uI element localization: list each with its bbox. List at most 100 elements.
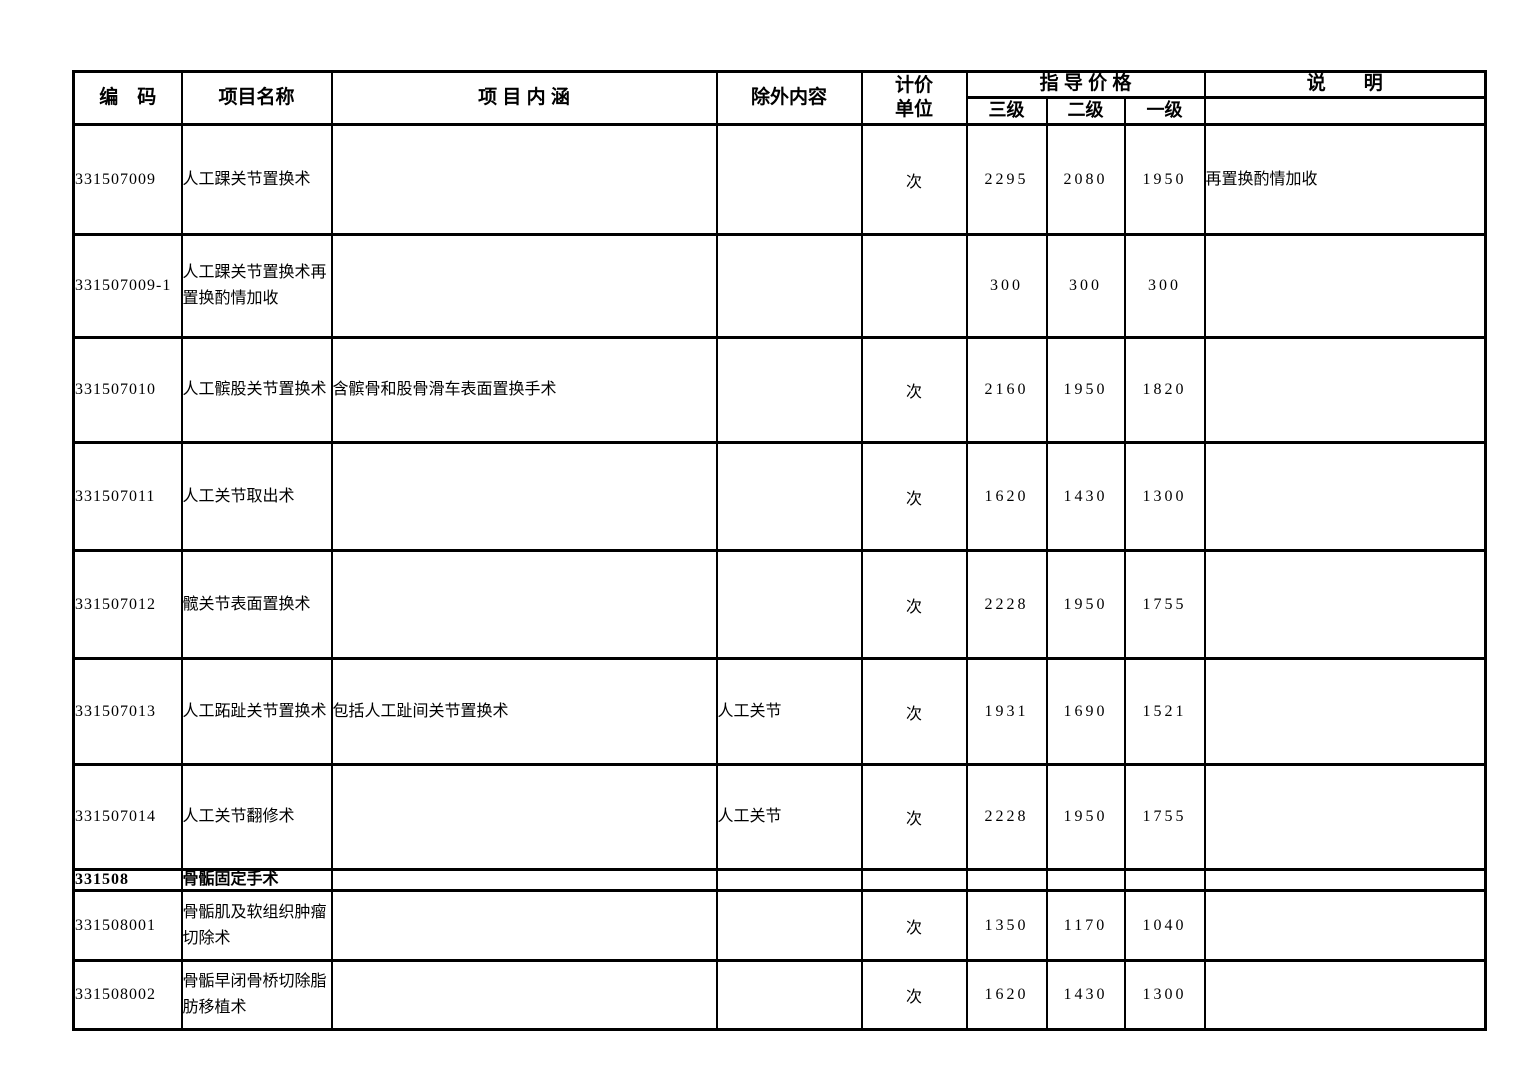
cell-project-name: 人工髌股关节置换术 — [180, 336, 333, 444]
cell-price-tier1 — [1123, 868, 1206, 892]
col-header-guide-price: 指 导 价 格 — [965, 70, 1206, 99]
cell-content — [330, 549, 718, 660]
cell-price-tier1: 1300 — [1123, 441, 1206, 552]
cell-excluded — [715, 959, 863, 1031]
cell-price-tier2: 1430 — [1045, 441, 1126, 552]
cell-project-name: 人工关节取出术 — [180, 441, 333, 552]
col-header-content: 项 目 内 涵 — [330, 70, 718, 126]
cell-project-name: 骨骺肌及软组织肿瘤切除术 — [180, 889, 333, 962]
cell-note — [1203, 233, 1487, 339]
cell-note: 再置换酌情加收 — [1203, 123, 1487, 236]
cell-content: 含髌骨和股骨滑车表面置换手术 — [330, 336, 718, 444]
cell-price-tier2: 1170 — [1045, 889, 1126, 962]
cell-unit — [860, 868, 968, 892]
cell-project-name: 人工跖趾关节置换术 — [180, 657, 333, 766]
cell-price-tier2 — [1045, 868, 1126, 892]
cell-price-tier2: 300 — [1045, 233, 1126, 339]
cell-price-tier2: 1950 — [1045, 549, 1126, 660]
cell-price-tier2: 1950 — [1045, 336, 1126, 444]
cell-price-tier2: 1950 — [1045, 763, 1126, 871]
cell-price-tier3: 2295 — [965, 123, 1048, 236]
cell-unit: 次 — [860, 336, 968, 444]
cell-price-tier3: 300 — [965, 233, 1048, 339]
cell-content: 包括人工趾间关节置换术 — [330, 657, 718, 766]
cell-content — [330, 123, 718, 236]
cell-code: 331507014 — [72, 763, 183, 871]
cell-price-tier3: 2228 — [965, 763, 1048, 871]
cell-content — [330, 763, 718, 871]
table-body: 331507009 人工踝关节置换术 次 2295 2080 1950 再置换酌… — [72, 123, 1487, 1031]
cell-excluded: 人工关节 — [715, 657, 863, 766]
cell-project-name: 骨骺固定手术 — [180, 868, 333, 892]
cell-unit — [860, 233, 968, 339]
col-header-excluded: 除外内容 — [715, 70, 863, 126]
cell-code: 331507012 — [72, 549, 183, 660]
cell-price-tier3: 1350 — [965, 889, 1048, 962]
cell-excluded — [715, 868, 863, 892]
cell-price-tier3: 1620 — [965, 959, 1048, 1031]
cell-excluded — [715, 441, 863, 552]
table-row: 331507009-1 人工踝关节置换术再置换酌情加收 300 300 300 — [72, 233, 1487, 339]
cell-code: 331507013 — [72, 657, 183, 766]
cell-unit: 次 — [860, 763, 968, 871]
cell-note — [1203, 763, 1487, 871]
cell-code: 331507011 — [72, 441, 183, 552]
cell-content — [330, 868, 718, 892]
cell-excluded — [715, 233, 863, 339]
table-row: 331507012 髋关节表面置换术 次 2228 1950 1755 — [72, 549, 1487, 660]
col-header-tier1: 一级 — [1123, 96, 1206, 126]
cell-content — [330, 233, 718, 339]
cell-unit: 次 — [860, 657, 968, 766]
cell-unit: 次 — [860, 889, 968, 962]
table-row: 331507014 人工关节翻修术 人工关节 次 2228 1950 1755 — [72, 763, 1487, 871]
cell-note — [1203, 868, 1487, 892]
table-header: 编 码 项目名称 项 目 内 涵 除外内容 计价 单位 指 导 价 格 说 明 … — [72, 70, 1487, 126]
col-header-note-sub — [1203, 96, 1487, 126]
table-row: 331507011 人工关节取出术 次 1620 1430 1300 — [72, 441, 1487, 552]
cell-code: 331507010 — [72, 336, 183, 444]
cell-code: 331508002 — [72, 959, 183, 1031]
cell-price-tier3: 1931 — [965, 657, 1048, 766]
cell-project-name: 骨骺早闭骨桥切除脂肪移植术 — [180, 959, 333, 1031]
cell-project-name: 人工关节翻修术 — [180, 763, 333, 871]
cell-code: 331508 — [72, 868, 183, 892]
cell-price-tier3: 2160 — [965, 336, 1048, 444]
cell-unit: 次 — [860, 959, 968, 1031]
cell-unit: 次 — [860, 123, 968, 236]
cell-price-tier1: 1950 — [1123, 123, 1206, 236]
cell-unit: 次 — [860, 441, 968, 552]
table-row: 331507013 人工跖趾关节置换术 包括人工趾间关节置换术 人工关节 次 1… — [72, 657, 1487, 766]
table-row: 331507010 人工髌股关节置换术 含髌骨和股骨滑车表面置换手术 次 216… — [72, 336, 1487, 444]
cell-note — [1203, 336, 1487, 444]
cell-price-tier3: 1620 — [965, 441, 1048, 552]
cell-code: 331507009-1 — [72, 233, 183, 339]
cell-excluded — [715, 549, 863, 660]
cell-note — [1203, 441, 1487, 552]
cell-note — [1203, 549, 1487, 660]
cell-unit: 次 — [860, 549, 968, 660]
header-row-2: 三级 二级 一级 — [74, 96, 1487, 126]
cell-excluded — [715, 336, 863, 444]
table-row: 331508002 骨骺早闭骨桥切除脂肪移植术 次 1620 1430 1300 — [72, 959, 1487, 1031]
cell-price-tier1: 300 — [1123, 233, 1206, 339]
col-header-tier2: 二级 — [1045, 96, 1126, 126]
cell-price-tier1: 1300 — [1123, 959, 1206, 1031]
col-header-code: 编 码 — [72, 70, 183, 126]
cell-note — [1203, 657, 1487, 766]
cell-excluded — [715, 889, 863, 962]
cell-price-tier3: 2228 — [965, 549, 1048, 660]
cell-content — [330, 959, 718, 1031]
col-header-unit: 计价 单位 — [860, 70, 968, 126]
cell-content — [330, 889, 718, 962]
cell-price-tier1: 1820 — [1123, 336, 1206, 444]
cell-note — [1203, 959, 1487, 1031]
cell-project-name: 人工踝关节置换术 — [180, 123, 333, 236]
col-header-name: 项目名称 — [180, 70, 333, 126]
col-header-note: 说 明 — [1203, 70, 1487, 99]
cell-content — [330, 441, 718, 552]
cell-excluded — [715, 123, 863, 236]
header-row-1: 编 码 项目名称 项 目 内 涵 除外内容 计价 单位 指 导 价 格 说 明 — [72, 70, 1487, 126]
cell-price-tier1: 1755 — [1123, 549, 1206, 660]
cell-project-name: 人工踝关节置换术再置换酌情加收 — [180, 233, 333, 339]
cell-price-tier2: 1430 — [1045, 959, 1126, 1031]
